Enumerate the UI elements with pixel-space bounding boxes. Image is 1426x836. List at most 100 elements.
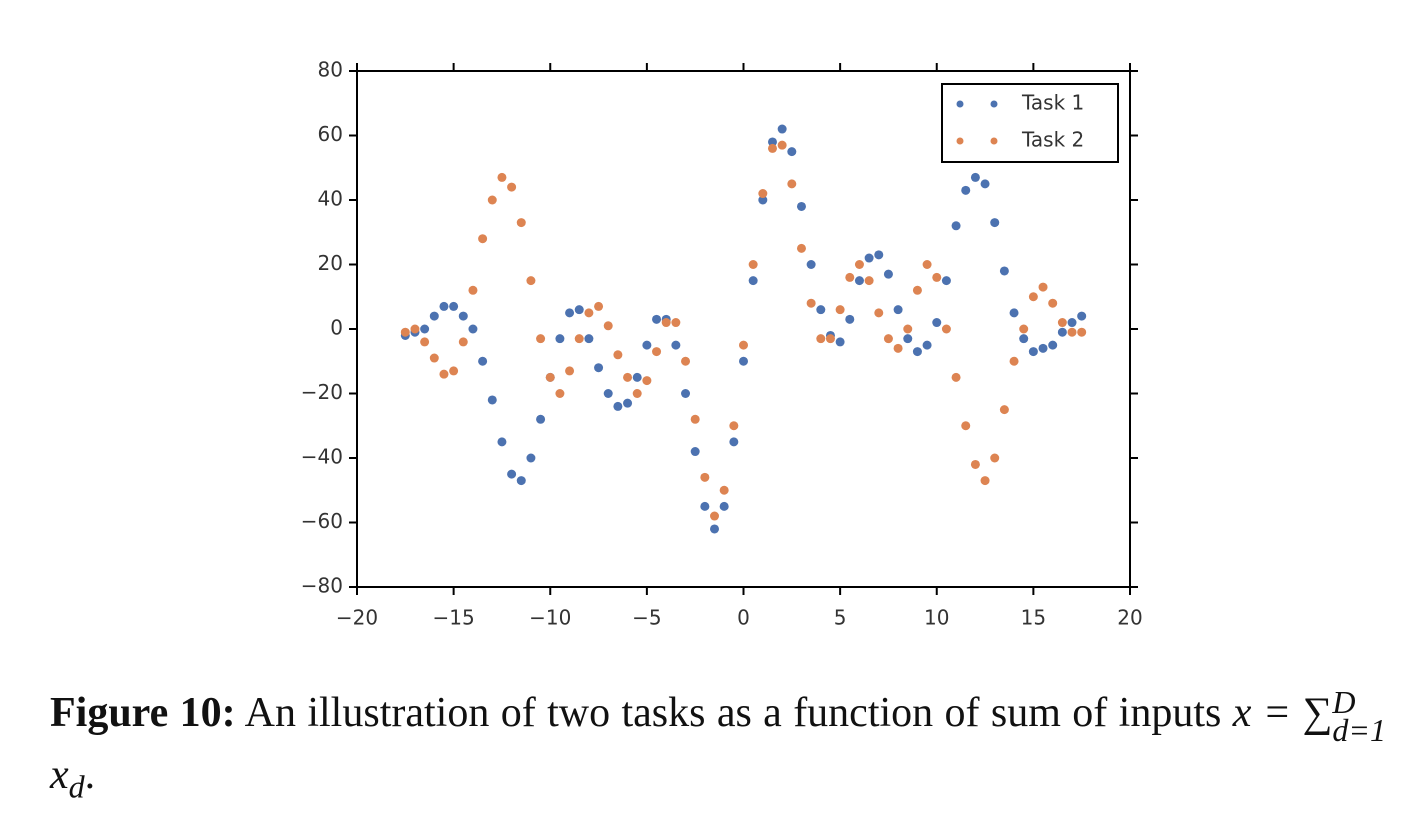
point [410,324,420,334]
point [739,356,748,366]
point [613,350,623,360]
point [478,356,488,366]
point [845,272,855,282]
point [748,260,758,269]
point [700,472,710,482]
point [729,437,739,447]
caption-math: x = ∑ [1232,690,1333,736]
point [806,260,816,269]
point [739,340,748,350]
point [1077,311,1087,321]
point [1067,318,1077,328]
point [854,276,864,286]
point [932,318,942,328]
point [613,401,623,411]
point [806,298,816,308]
point [574,334,584,344]
legend-marker [990,137,998,145]
point [961,185,971,195]
caption-sub: d [68,768,85,805]
point [893,305,903,315]
point [990,453,1000,463]
point [970,459,980,469]
point [883,269,893,279]
point [710,524,720,534]
point [449,301,459,311]
legend-label: Task 1 [1021,91,1084,115]
point [555,334,565,344]
point [439,301,449,311]
point [787,179,797,189]
point [574,305,584,315]
chart: −20 −15 −10 −5 0 5 10 15 20 −80 −60 −40 −20 0 20 40 60 80… [301,58,1143,630]
point [903,324,913,334]
point [449,366,459,376]
point [951,372,961,382]
point [507,469,517,479]
point [1038,343,1048,353]
x-tick-label: 10 [924,606,949,630]
point [999,266,1009,276]
point [516,476,526,486]
caption-text: An illustration of two tasks as a functi… [244,690,1222,736]
point [893,343,903,353]
x-tick-label: −10 [529,606,571,630]
legend-label: Task 2 [1021,128,1084,152]
point [932,272,942,282]
point [1028,347,1038,357]
point [652,314,662,324]
point [536,414,546,424]
point [400,327,410,337]
point [681,356,691,366]
point [565,366,575,376]
point [980,476,990,486]
point [941,276,951,286]
point [951,221,961,231]
point [565,308,575,318]
point [912,347,922,357]
point [681,389,691,398]
point [632,389,642,398]
point [623,398,633,408]
point [642,376,652,386]
point [1009,356,1019,366]
point [748,276,758,286]
point [767,137,777,147]
point [594,363,604,373]
point [700,501,710,511]
x-tick-label: 0 [737,606,750,630]
point [1038,282,1048,292]
point [787,147,797,157]
point [922,340,932,350]
point [1067,327,1077,337]
point [1057,318,1067,328]
point [497,172,507,182]
caption-sub: d=1 [1332,712,1386,749]
point [526,453,536,463]
y-tick-label: −80 [301,574,343,598]
point [545,372,555,382]
point [864,276,874,286]
point [903,334,913,344]
point [429,311,439,321]
point [710,511,720,521]
point [874,308,884,318]
point [439,369,449,379]
point [729,421,739,431]
y-tick-label: 40 [318,187,343,211]
point [497,437,507,447]
point [816,305,826,315]
point [796,243,806,253]
point [961,421,971,431]
point [758,189,768,199]
point [536,334,546,344]
point [642,340,652,350]
y-tick-label: 0 [330,316,343,340]
point [835,337,845,347]
x-tick-label: −20 [336,606,378,630]
point [478,234,488,244]
point [555,389,565,398]
point [420,337,430,347]
